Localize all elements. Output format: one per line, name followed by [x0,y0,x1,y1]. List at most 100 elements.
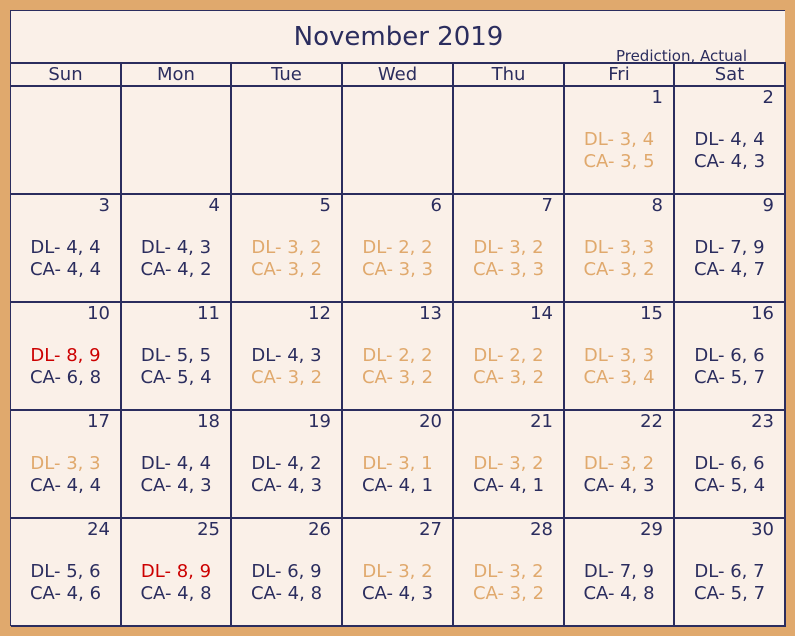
day-number: 10 [87,303,110,324]
day-number: 15 [640,303,663,324]
day-number: 29 [640,519,663,540]
day-cell: 21 DL- 3, 2 CA- 4, 1 [454,411,565,519]
calendar-title: November 2019 [11,11,786,64]
day-number: 18 [197,411,220,432]
empty-day-cell [11,87,122,195]
day-values: DL- 3, 2 CA- 4, 3 [343,561,452,605]
day-number: 3 [98,195,110,216]
day-values: DL- 3, 2 CA- 3, 3 [454,237,563,281]
day-cell: 19 DL- 4, 2 CA- 4, 3 [232,411,343,519]
day-number: 13 [419,303,442,324]
day-cell: 15 DL- 3, 3 CA- 3, 4 [565,303,675,411]
day-number: 21 [530,411,553,432]
day-values: DL- 4, 3 CA- 4, 2 [122,237,230,281]
ca-value: CA- 6, 8 [29,367,102,388]
day-values: DL- 3, 2 CA- 3, 2 [454,561,563,605]
ca-value: CA- 4, 2 [140,259,212,280]
day-number: 8 [651,195,663,216]
ca-value: CA- 5, 4 [140,367,212,388]
ca-value: CA- 4, 6 [29,583,102,604]
day-number: 23 [751,411,774,432]
ca-value: CA- 4, 1 [472,475,545,496]
day-number: 6 [430,195,442,216]
dl-value: DL- 3, 3 [583,237,655,258]
dl-value: DL- 5, 6 [30,561,101,582]
day-cell: 12 DL- 4, 3 CA- 3, 2 [232,303,343,411]
day-values: DL- 7, 9 CA- 4, 8 [565,561,673,605]
day-number: 19 [308,411,331,432]
dl-value: DL- 4, 2 [251,453,322,474]
day-number: 14 [530,303,553,324]
ca-value: CA- 3, 5 [583,151,655,172]
day-cell: 7 DL- 3, 2 CA- 3, 3 [454,195,565,303]
day-values: DL- 2, 2 CA- 3, 2 [343,345,452,389]
ca-value: CA- 4, 8 [250,583,323,604]
day-values: DL- 4, 2 CA- 4, 3 [232,453,341,497]
day-number: 24 [87,519,110,540]
dl-value: DL- 3, 2 [473,453,544,474]
ca-value: CA- 5, 7 [693,583,766,604]
day-values: DL- 8, 9 CA- 6, 8 [11,345,120,389]
ca-value: CA- 4, 3 [583,475,655,496]
empty-day-cell [343,87,454,195]
day-number: 25 [197,519,220,540]
day-values: DL- 3, 2 CA- 4, 1 [454,453,563,497]
day-cell: 5 DL- 3, 2 CA- 3, 2 [232,195,343,303]
dl-value: DL- 6, 6 [694,453,765,474]
day-cell: 18 DL- 4, 4 CA- 4, 3 [122,411,232,519]
day-values: DL- 8, 9 CA- 4, 8 [122,561,230,605]
day-cell: 26 DL- 6, 9 CA- 4, 8 [232,519,343,627]
dl-value: DL- 3, 3 [30,453,101,474]
day-cell: 20 DL- 3, 1 CA- 4, 1 [343,411,454,519]
day-number: 27 [419,519,442,540]
weekday-wed: Wed [343,64,454,87]
dl-value: DL- 4, 3 [140,237,212,258]
dl-value: DL- 3, 2 [362,561,433,582]
day-cell: 25 DL- 8, 9 CA- 4, 8 [122,519,232,627]
day-cell: 6 DL- 2, 2 CA- 3, 3 [343,195,454,303]
day-cell: 28 DL- 3, 2 CA- 3, 2 [454,519,565,627]
day-cell: 29 DL- 7, 9 CA- 4, 8 [565,519,675,627]
dl-value: DL- 3, 2 [251,237,322,258]
dl-value: DL- 4, 4 [30,237,101,258]
day-cell: 4 DL- 4, 3 CA- 4, 2 [122,195,232,303]
calendar-frame: November 2019 Prediction, Actual Sun Mon… [10,10,786,627]
day-values: DL- 3, 2 CA- 4, 3 [565,453,673,497]
day-cell: 24 DL- 5, 6 CA- 4, 6 [11,519,122,627]
ca-value: CA- 4, 8 [583,583,655,604]
ca-value: CA- 4, 7 [693,259,766,280]
ca-value: CA- 3, 2 [583,259,655,280]
day-cell: 9 DL- 7, 9 CA- 4, 7 [675,195,786,303]
ca-value: CA- 3, 2 [361,367,434,388]
day-values: DL- 4, 4 CA- 4, 4 [11,237,120,281]
ca-value: CA- 4, 4 [29,259,102,280]
dl-value: DL- 2, 2 [362,237,433,258]
calendar-grid: 1 DL- 3, 4 CA- 3, 5 2 DL- 4, 4 CA- 4, 3 3 DL- 4… [11,87,786,627]
day-number: 11 [197,303,220,324]
day-number: 4 [208,195,220,216]
day-number: 26 [308,519,331,540]
ca-value: CA- 5, 4 [693,475,766,496]
day-number: 9 [762,195,774,216]
day-number: 16 [751,303,774,324]
day-values: DL- 3, 4 CA- 3, 5 [565,129,673,173]
day-number: 7 [541,195,553,216]
day-cell: 17 DL- 3, 3 CA- 4, 4 [11,411,122,519]
day-number: 20 [419,411,442,432]
ca-value: CA- 3, 2 [472,367,545,388]
day-number: 28 [530,519,553,540]
day-values: DL- 4, 3 CA- 3, 2 [232,345,341,389]
day-cell: 11 DL- 5, 5 CA- 5, 4 [122,303,232,411]
dl-value: DL- 6, 7 [694,561,765,582]
day-values: DL- 3, 2 CA- 3, 2 [232,237,341,281]
dl-value: DL- 3, 2 [473,237,544,258]
ca-value: CA- 3, 2 [250,259,323,280]
weekday-header-row: Sun Mon Tue Wed Thu Fri Sat [11,64,786,87]
day-cell: 13 DL- 2, 2 CA- 3, 2 [343,303,454,411]
dl-value: DL- 2, 2 [362,345,433,366]
dl-value: DL- 6, 6 [694,345,765,366]
ca-value: CA- 3, 3 [361,259,434,280]
day-number: 1 [651,87,663,108]
day-cell: 8 DL- 3, 3 CA- 3, 2 [565,195,675,303]
day-values: DL- 3, 3 CA- 3, 2 [565,237,673,281]
